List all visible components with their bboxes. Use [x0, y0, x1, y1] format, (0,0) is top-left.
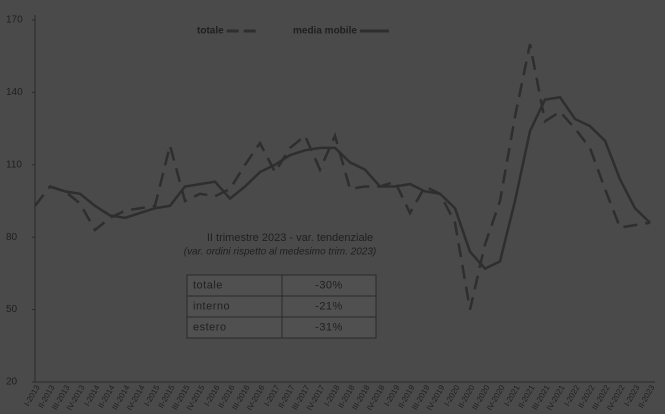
- annotation-title: II trimestre 2023 - var. tendenziale: [207, 232, 373, 244]
- table-cell: totale: [193, 279, 223, 291]
- y-tick-label: 110: [6, 159, 22, 170]
- table-cell: -21%: [315, 300, 343, 312]
- table-cell: estero: [193, 321, 227, 333]
- y-tick-label: 20: [6, 377, 18, 388]
- y-tick-label: 140: [6, 87, 23, 98]
- table-cell: -31%: [315, 321, 343, 333]
- legend-label: media mobile: [293, 26, 357, 37]
- table-cell: interno: [193, 300, 230, 312]
- y-tick-label: 50: [6, 304, 18, 315]
- series-line: [49, 95, 651, 271]
- series-line: [34, 43, 651, 310]
- annotation-subtitle: (var. ordini rispetto al medesimo trim. …: [184, 247, 376, 258]
- table-cell: -30%: [315, 279, 343, 291]
- y-tick-label: 170: [6, 15, 23, 26]
- y-tick-label: 80: [6, 232, 18, 243]
- legend-label: totale: [197, 26, 224, 37]
